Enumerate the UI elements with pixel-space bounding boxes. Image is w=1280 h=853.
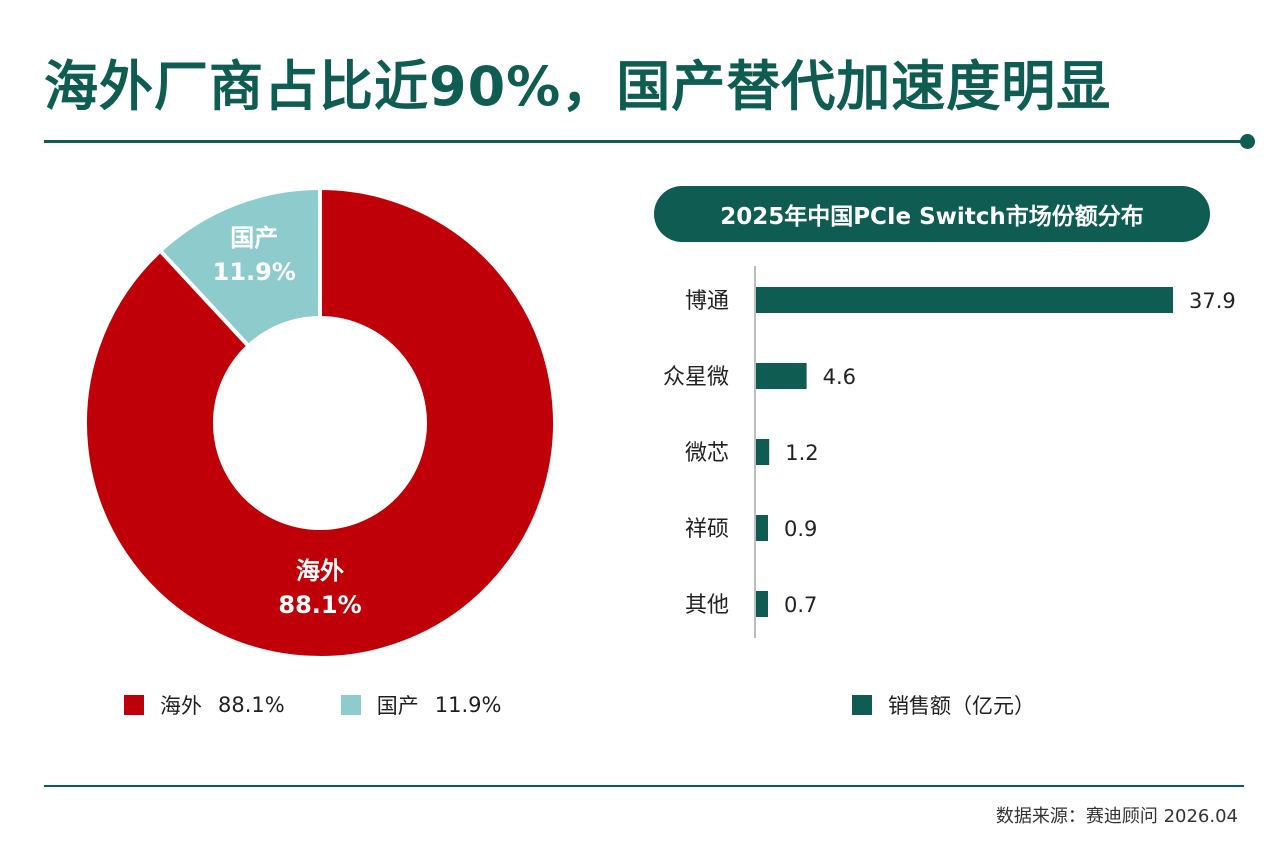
bar-category-label: 微芯	[685, 441, 729, 466]
bar-category-label: 博通	[685, 289, 729, 314]
legend-swatch-overseas	[124, 695, 144, 715]
bar-category-label: 众星微	[663, 365, 729, 390]
bar-value-label: 0.7	[784, 593, 817, 617]
legend-value: 11.9%	[434, 693, 502, 717]
bar	[756, 515, 768, 541]
bar	[756, 287, 1173, 313]
legend-value: 88.1%	[218, 693, 285, 717]
source-note: 数据来源：赛迪顾问 2026.04	[995, 806, 1238, 827]
bar	[756, 439, 770, 465]
donut-legend: 海外 88.1% 国产 11.9%	[124, 690, 557, 720]
donut-label-value: 88.1%	[278, 591, 362, 619]
donut-label-name: 国产	[230, 224, 279, 253]
legend-swatch-sales	[852, 695, 872, 715]
legend-swatch-domestic	[340, 695, 361, 715]
bar-legend: 销售额（亿元）	[852, 690, 1035, 720]
bar	[756, 363, 807, 389]
bar	[756, 591, 768, 617]
legend-label: 销售额（亿元）	[888, 694, 1035, 718]
bottom-rule	[44, 785, 1244, 787]
donut-slice-domestic	[157, 185, 322, 349]
page-title: 海外厂商占比近90%，国产替代加速度明显	[44, 55, 1112, 118]
bar-chart-title: 2025年中国PCIe Switch市场份额分布	[654, 186, 1210, 242]
bar-category-label: 其他	[685, 593, 729, 618]
donut-label: 海外 88.1%	[278, 554, 361, 622]
donut-label: 国产 11.9%	[213, 221, 296, 289]
bar-category-label: 祥硕	[685, 517, 729, 542]
bar-value-label: 1.2	[785, 441, 818, 465]
legend-label: 国产	[376, 694, 419, 718]
donut-slice-overseas	[83, 185, 557, 660]
legend-item-domestic: 国产 11.9%	[340, 690, 502, 720]
title-rule	[44, 140, 1244, 143]
donut-label-value: 11.9%	[212, 258, 296, 287]
bar-chart: 博通 37.9 众星微 4.6 微芯 1.2 祥硕 0.9 其他 0.7	[663, 266, 1236, 638]
bar-value-label: 4.6	[823, 365, 856, 389]
donut-chart	[83, 185, 557, 660]
legend-item-overseas: 海外 88.1%	[124, 690, 285, 720]
bar-value-label: 37.9	[1189, 289, 1236, 313]
legend-label: 海外	[160, 694, 202, 718]
donut-label-name: 海外	[295, 557, 344, 585]
bar-value-label: 0.9	[784, 517, 817, 541]
title-rule-dot	[1240, 134, 1255, 149]
